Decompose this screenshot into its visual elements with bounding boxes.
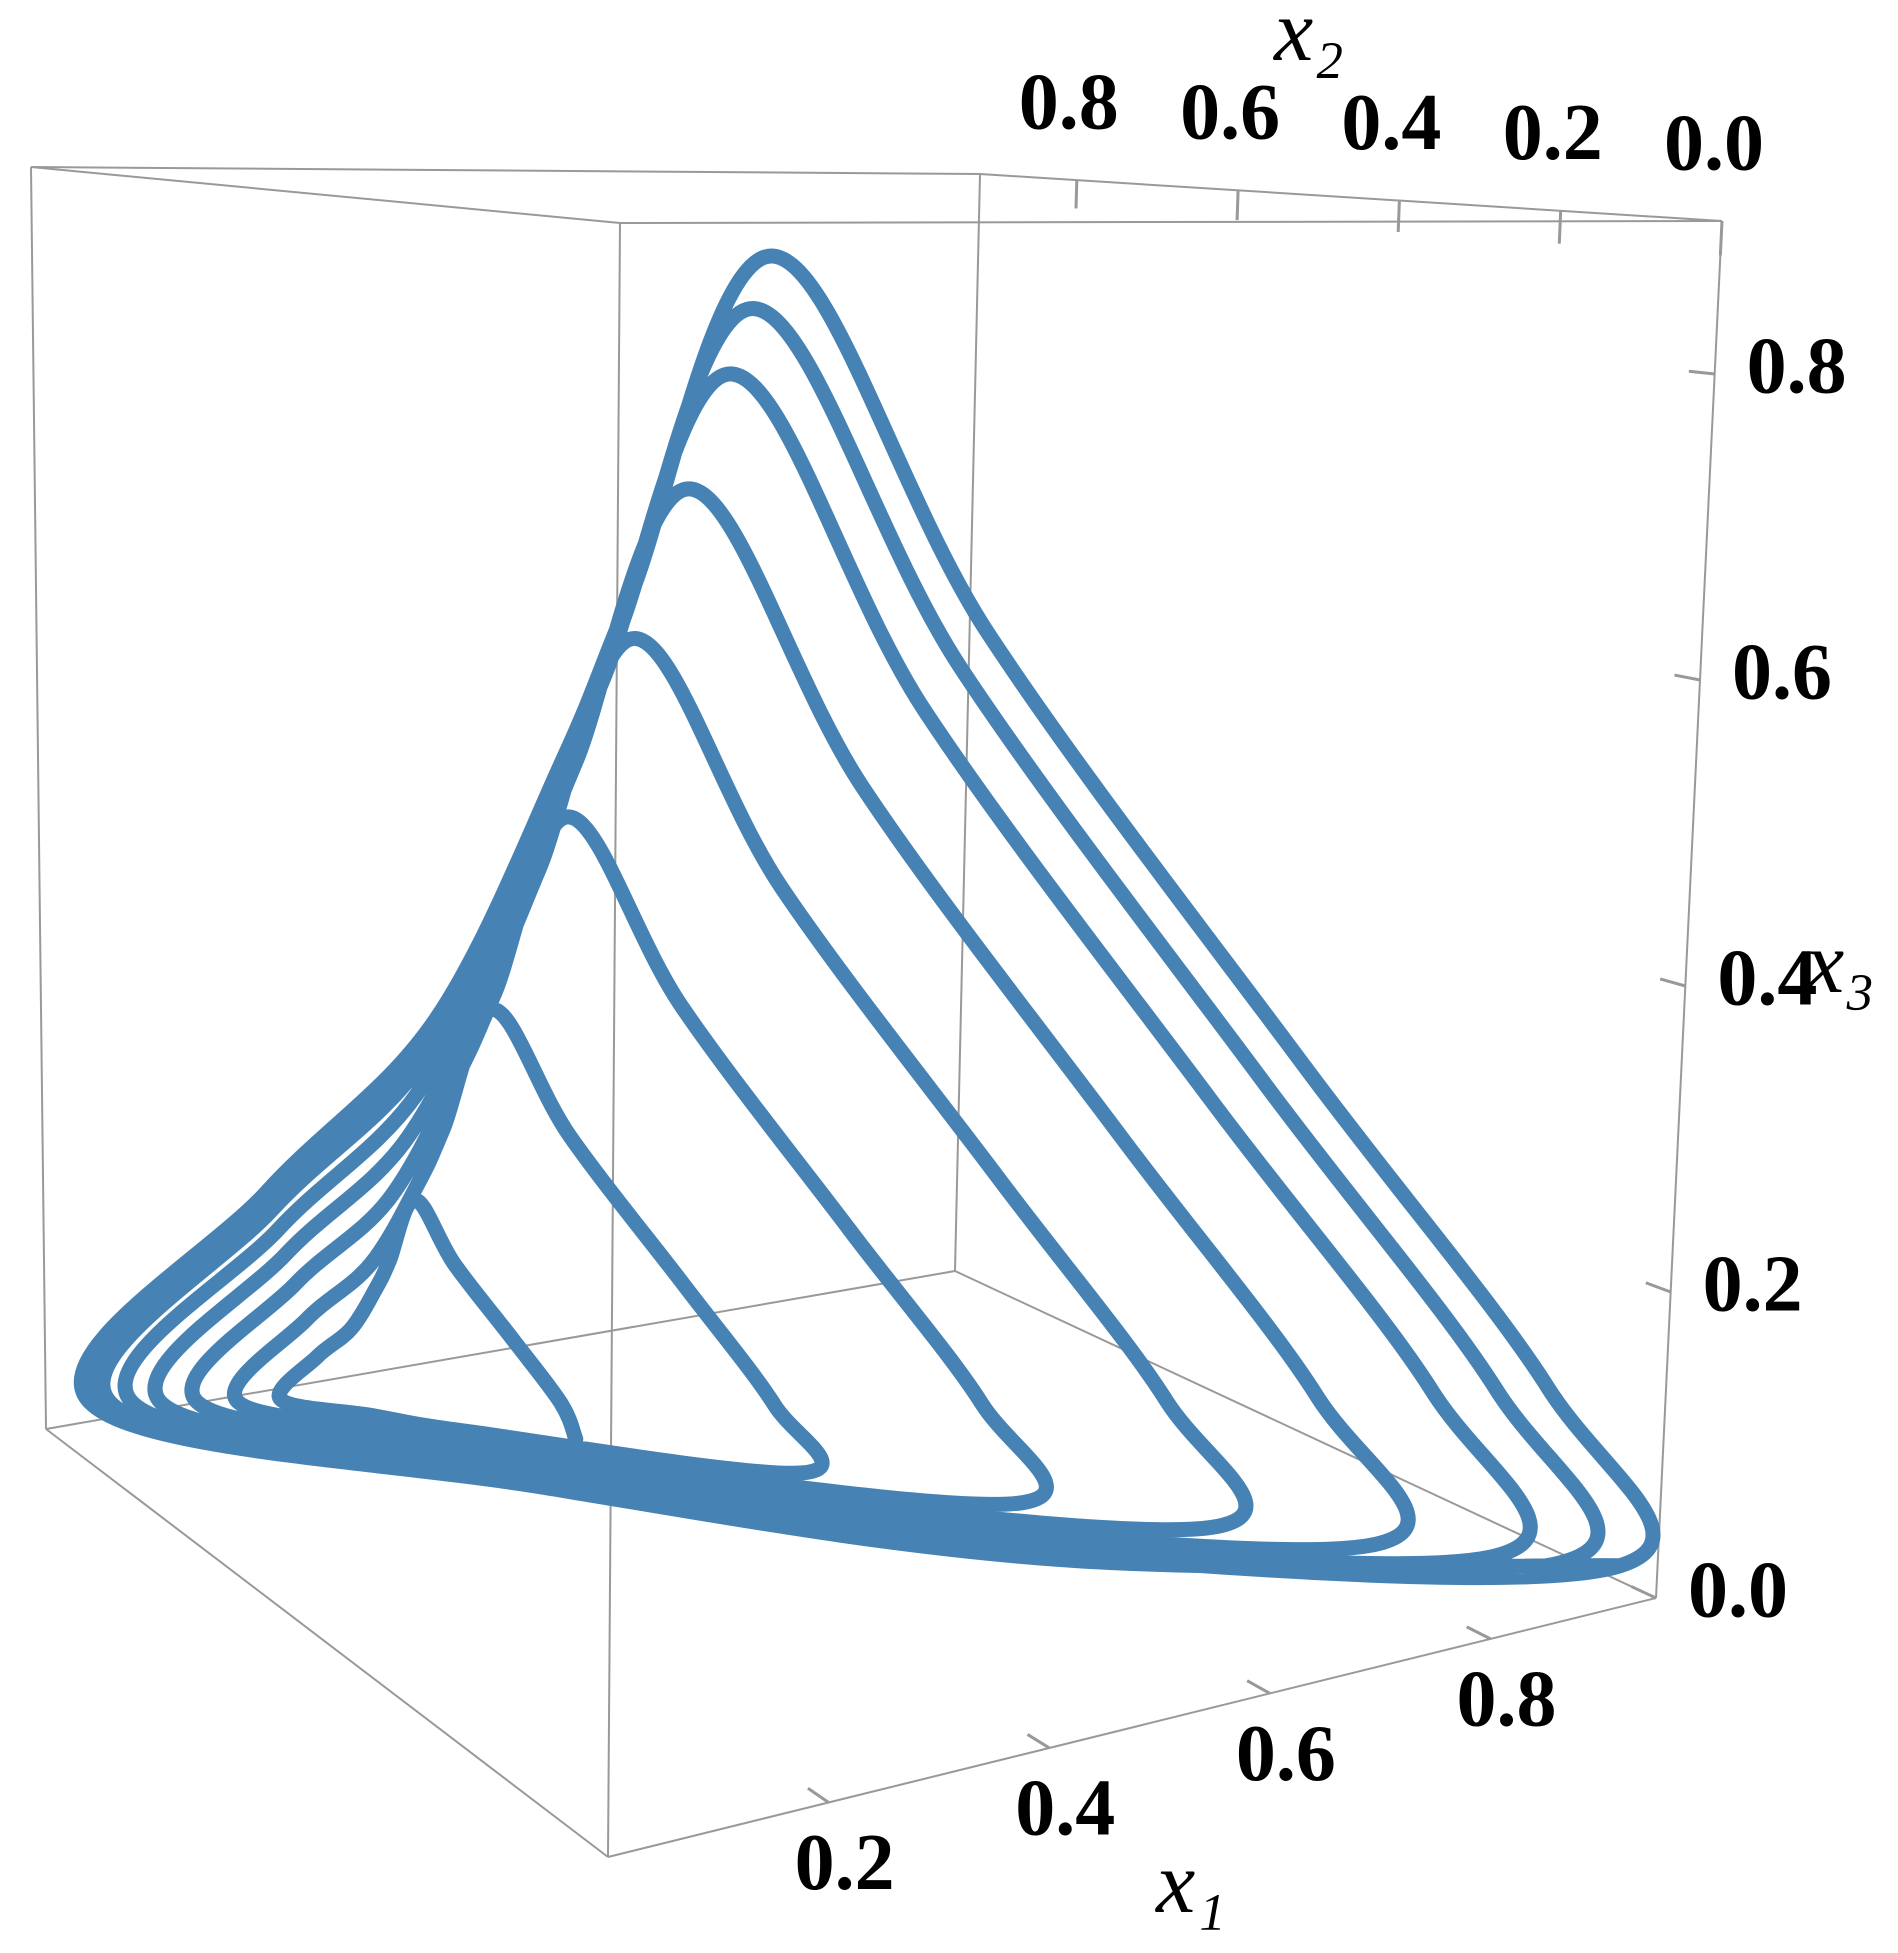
x2-tick-label: 0.4 [1341,79,1441,167]
x1-axis-label: x₁ [1154,1835,1226,1932]
x2-axis-label: x₂ [1272,0,1344,80]
box-edge [607,222,621,1858]
x2-tick-label: 0.6 [1180,69,1280,157]
x3-tick-label: 0.6 [1732,628,1832,716]
box-edge [607,1597,1657,1858]
bounding-box [30,166,1723,1858]
x2-tick [1718,220,1724,256]
x1-tick [1246,1679,1271,1695]
box-edge [619,220,1723,224]
x1-tick-label: 0.6 [1236,1710,1336,1798]
box-edge [954,1270,1657,1599]
x3-tick-label: 0.4 [1717,934,1817,1022]
x1-tick-label: 0.2 [795,1819,895,1907]
x1-tick-label: 0.4 [1015,1764,1115,1852]
x3-tick [1688,369,1715,376]
x1-tick [1466,1625,1492,1641]
x3-tick [1659,977,1686,988]
x2-tick [1557,210,1563,244]
box-edge [30,166,981,175]
box-edge [979,173,1723,222]
x3-tick [1630,1585,1657,1600]
x2-tick [1074,180,1079,209]
x3-tick [1645,1281,1672,1294]
x3-tick [1674,673,1701,682]
box-edge [45,1428,609,1858]
trajectory [73,248,1661,1586]
x1-tick [807,1787,830,1804]
x2-tick-label: 0.2 [1503,89,1603,177]
x1-tick-label: 0.8 [1457,1655,1557,1743]
plot-area [73,248,1661,1586]
x3-tick-label: 0.2 [1703,1240,1803,1328]
x1-tick [1026,1733,1051,1750]
x3-axis-label: x₃ [1803,915,1875,1012]
x3-tick-label: 0.8 [1747,322,1847,410]
x2-tick-label: 0.0 [1664,99,1764,187]
box-edge [30,166,47,1430]
x2-tick [1396,200,1401,233]
axes: 0.2 0.4 0.6 0.8 0.0 0.2 0.4 0.6 0.8 0.0 0.2 0.4 0.6 0… [795,58,1847,1906]
x3-tick-label: 0.0 [1688,1546,1788,1634]
x2-tick [1235,190,1240,221]
box-edge [1655,220,1723,1599]
box-edge [30,166,621,224]
x2-tick-label: 0.8 [1019,58,1119,146]
box-edge [954,173,981,1272]
